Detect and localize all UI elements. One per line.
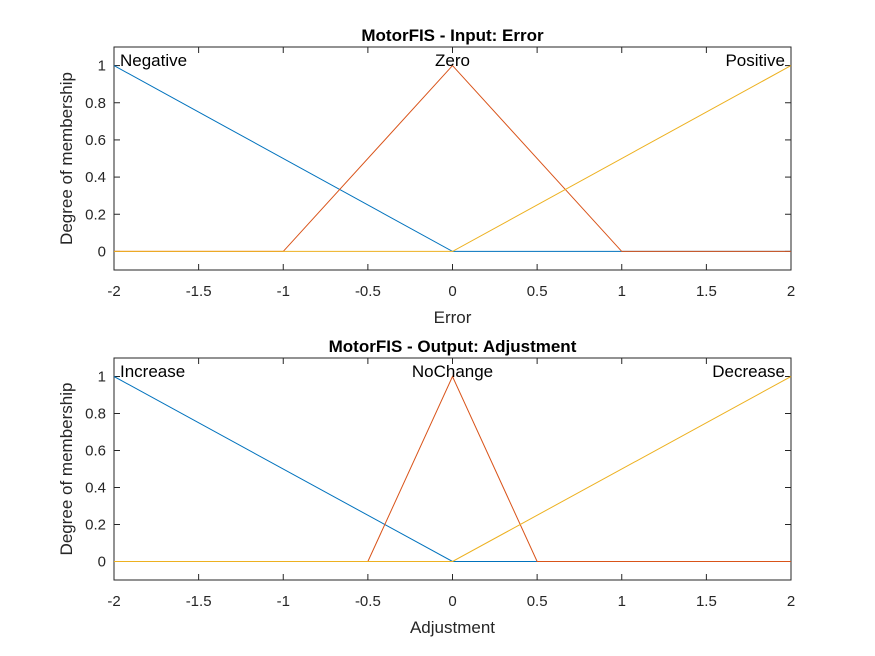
y-tick-label: 0: [98, 554, 106, 571]
x-tick-label: 1: [618, 593, 626, 610]
y-tick-label: 0.2: [85, 206, 106, 223]
y-tick-label: 0.4: [85, 480, 106, 497]
x-tick-label: -1.5: [186, 283, 212, 300]
x-tick-label: 0.5: [527, 593, 548, 610]
y-tick-label: 1: [98, 369, 106, 386]
y-tick-label: 0.8: [85, 95, 106, 112]
mf-line-positive: [114, 65, 792, 252]
output-adjustment-plot: MotorFIS - Output: Adjustment Adjustment…: [57, 337, 795, 637]
y-tick-label: 0.4: [85, 169, 106, 186]
x-tick-label: -2: [107, 283, 120, 300]
y-tick-label: 0.2: [85, 517, 106, 534]
x-axis-label: Adjustment: [410, 618, 495, 637]
plot-title: MotorFIS - Input: Error: [361, 26, 544, 45]
input-error-plot: MotorFIS - Input: Error Error Degree of …: [57, 26, 795, 327]
mf-label-zero: Zero: [435, 51, 470, 70]
x-tick-label: -0.5: [355, 283, 381, 300]
x-tick-label: 1: [618, 283, 626, 300]
mf-label-nochange: NoChange: [412, 362, 493, 381]
x-tick-label: -2: [107, 593, 120, 610]
mf-label-decrease: Decrease: [712, 362, 785, 381]
x-tick-label: 1.5: [696, 283, 717, 300]
mf-label-negative: Negative: [120, 51, 187, 70]
y-tick-label: 0: [98, 243, 106, 260]
plot-area: [113, 46, 792, 271]
y-axis-label: Degree of membership: [57, 383, 76, 556]
x-tick-label: -1.5: [186, 593, 212, 610]
mf-line-decrease: [114, 376, 792, 562]
x-tick-label: -1: [277, 593, 290, 610]
mf-label-increase: Increase: [120, 362, 185, 381]
x-tick-label: 1.5: [696, 593, 717, 610]
y-axis-label: Degree of membership: [57, 72, 76, 245]
x-tick-label: 2: [787, 593, 795, 610]
x-tick-label: -1: [277, 283, 290, 300]
y-tick-label: 0.8: [85, 406, 106, 423]
plot-area: [113, 357, 792, 581]
x-axis-label: Error: [434, 308, 472, 327]
x-tick-label: 0: [448, 283, 456, 300]
y-tick-label: 0.6: [85, 443, 106, 460]
plot-title: MotorFIS - Output: Adjustment: [329, 337, 577, 356]
y-tick-label: 0.6: [85, 132, 106, 149]
x-tick-label: -0.5: [355, 593, 381, 610]
mf-label-positive: Positive: [725, 51, 785, 70]
x-tick-label: 2: [787, 283, 795, 300]
x-tick-label: 0.5: [527, 283, 548, 300]
y-tick-label: 1: [98, 58, 106, 75]
x-tick-label: 0: [448, 593, 456, 610]
